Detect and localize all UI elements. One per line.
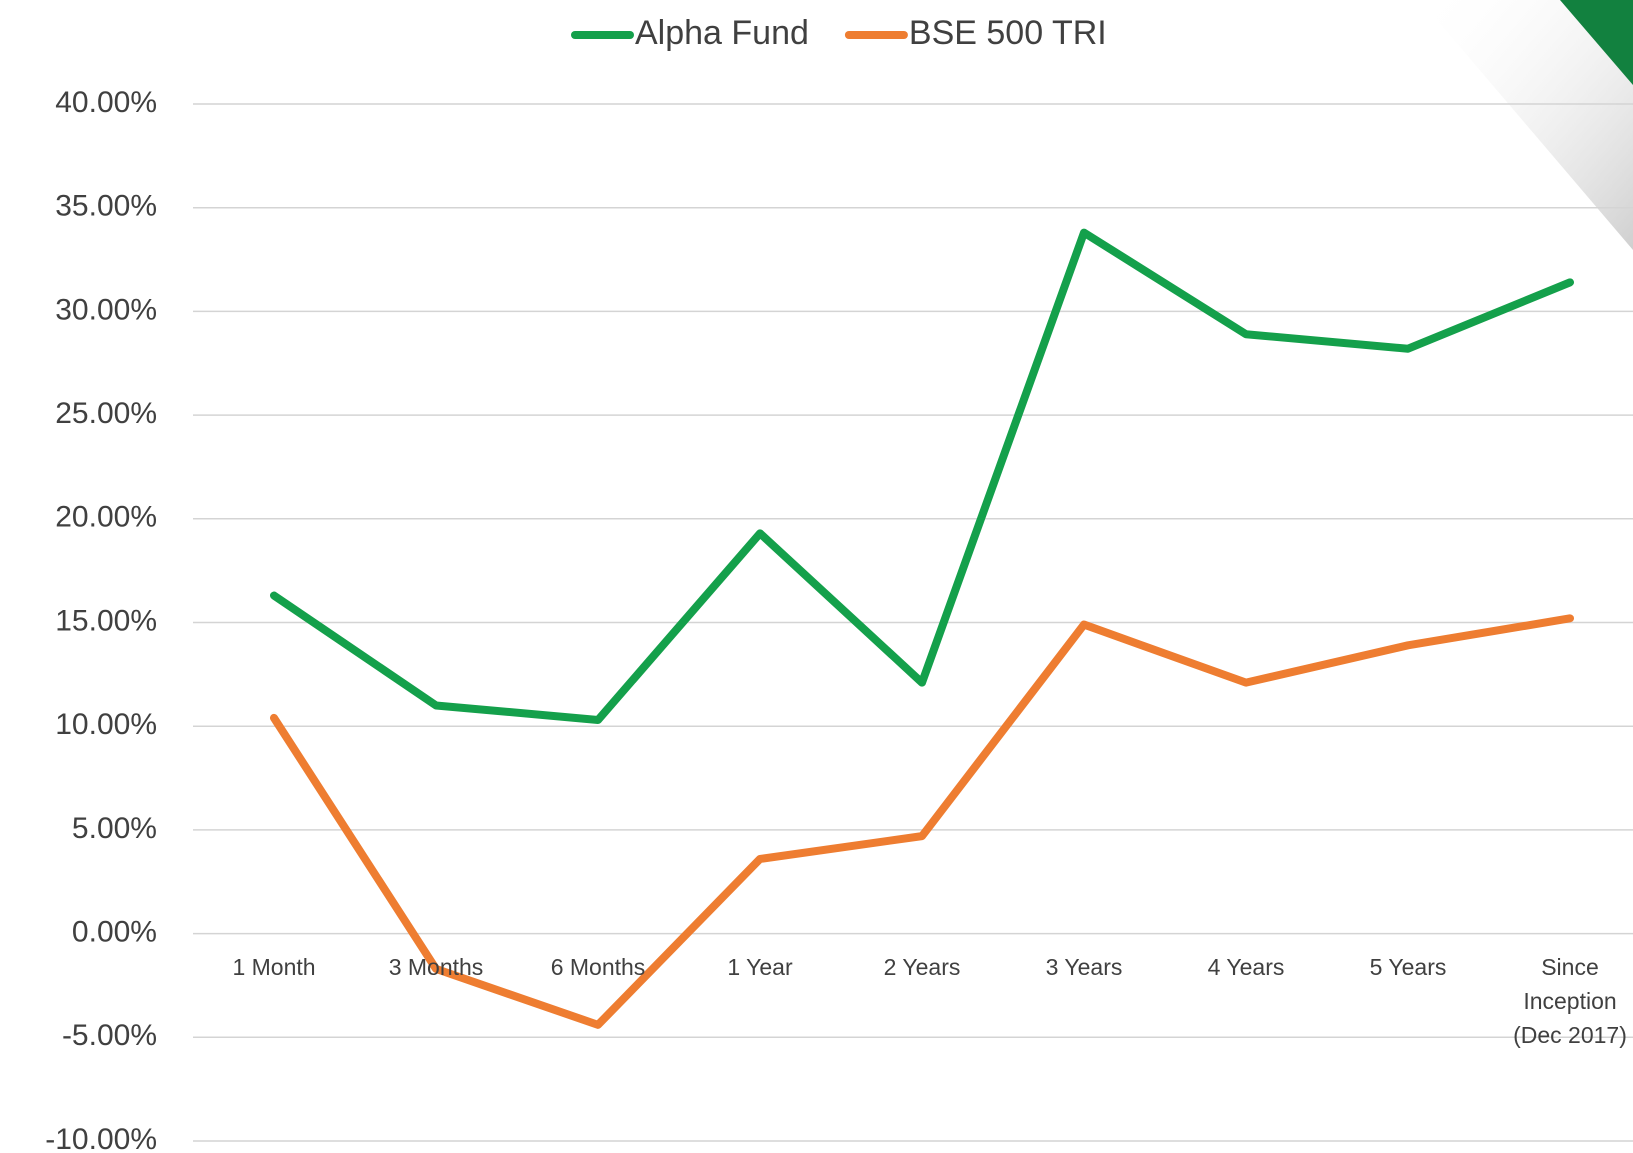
y-tick-label: 10.00%: [55, 708, 157, 741]
legend-label: BSE 500 TRI: [909, 14, 1107, 52]
series-line: [270, 228, 1574, 724]
y-tick-label: 40.00%: [55, 86, 157, 119]
series-line: [270, 614, 1574, 1029]
x-tick-label: 1 Year: [727, 953, 793, 980]
y-tick-label: 35.00%: [55, 190, 157, 223]
legend: Alpha Fund BSE 500 TRI: [571, 14, 1107, 52]
x-tick-label: 5 Years: [1369, 953, 1447, 980]
y-tick-label: 0.00%: [72, 916, 157, 949]
x-tick-label: 4 Years: [1207, 953, 1285, 980]
x-tick-label: 1 Month: [232, 953, 316, 980]
legend-label: Alpha Fund: [635, 14, 809, 52]
y-tick-label: 20.00%: [55, 501, 157, 534]
x-tick-label: 3 Months: [388, 953, 484, 980]
y-tick-label: 15.00%: [55, 604, 157, 637]
y-tick-label: 25.00%: [55, 397, 157, 430]
y-tick-label: 30.00%: [55, 293, 157, 326]
y-tick-label: -10.00%: [45, 1123, 157, 1153]
y-tick-label: -5.00%: [62, 1019, 157, 1052]
y-tick-label: 5.00%: [72, 812, 157, 845]
x-tick-label: 2 Years: [883, 953, 961, 980]
corner-triangle: [1560, 0, 1633, 85]
x-tick-label: 6 Months: [550, 953, 646, 980]
x-tick-label: 3 Years: [1045, 953, 1123, 980]
x-tick-label: Since Inception (Dec 2017): [1513, 953, 1627, 1048]
corner-shade: [1420, 0, 1633, 250]
